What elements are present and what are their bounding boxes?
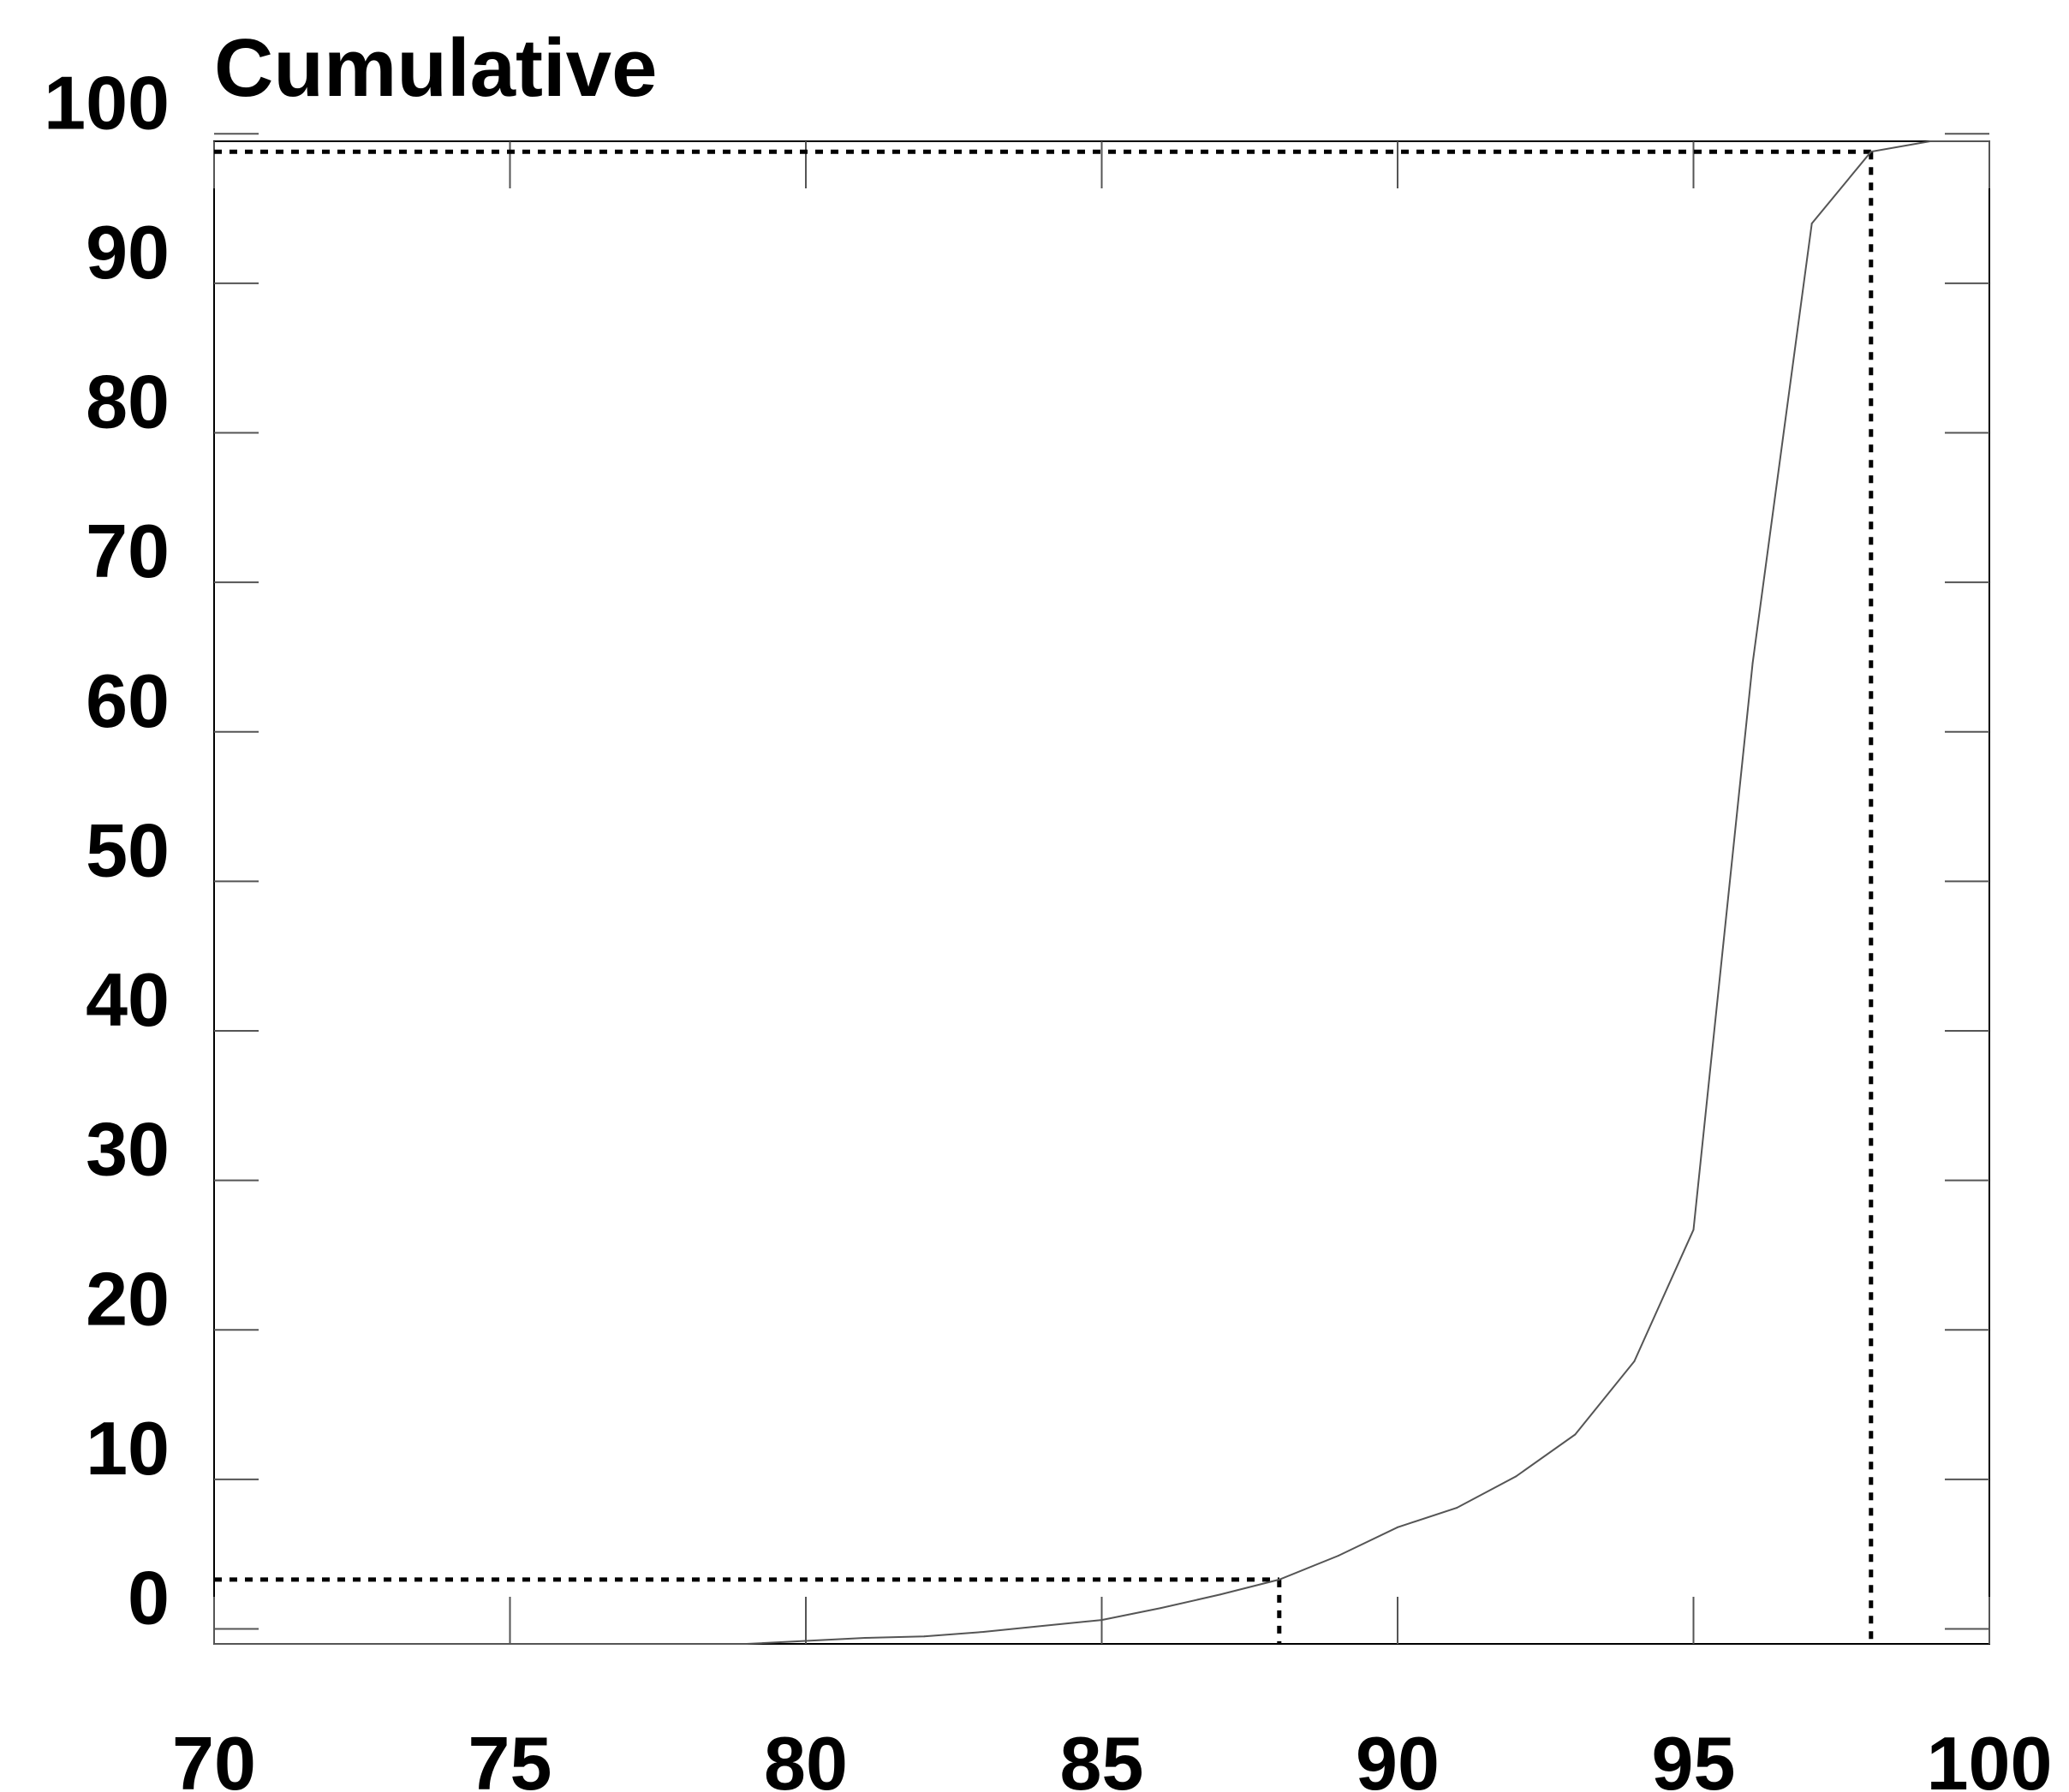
- tick-marks: [213, 133, 1990, 1644]
- y-tick-label: 30: [86, 1107, 170, 1192]
- data-point: [1869, 151, 1872, 153]
- y-tick-label: 40: [86, 957, 170, 1042]
- data-point: [1751, 662, 1754, 664]
- y-tick-label: 60: [86, 658, 170, 743]
- data-point: [1692, 1229, 1695, 1231]
- tick-labels: 70 75 80 85 90 95 100 0 10 20 30 40 50 60 70 80 90 100: [44, 60, 2052, 1792]
- data-point: [1989, 140, 1990, 142]
- series-layer: [213, 140, 1990, 1645]
- data-point: [1810, 223, 1813, 225]
- data-point: [1041, 1625, 1044, 1628]
- data-point: [509, 1643, 511, 1645]
- data-point: [1278, 1578, 1280, 1581]
- data-point: [1337, 1554, 1339, 1557]
- chart-title: Cumulative: [214, 22, 657, 114]
- data-point: [805, 1640, 807, 1642]
- x-tick-label: 95: [1652, 1721, 1736, 1792]
- data-point: [1515, 1475, 1517, 1478]
- data-point: [1219, 1593, 1221, 1596]
- y-tick-label: 80: [86, 360, 170, 444]
- data-point: [1160, 1607, 1162, 1610]
- data-point: [864, 1637, 867, 1640]
- x-tick-label: 100: [1927, 1721, 2053, 1792]
- y-tick-label: 0: [128, 1556, 170, 1640]
- cumulative-series-line: [214, 140, 1989, 1645]
- x-tick-label: 85: [1060, 1721, 1144, 1792]
- data-point: [1456, 1507, 1458, 1509]
- data-point: [1100, 1619, 1103, 1622]
- reference-lines: [214, 149, 1874, 1644]
- data-point: [745, 1643, 748, 1645]
- data-point: [1633, 1360, 1636, 1362]
- plot-frame: [213, 140, 1990, 1645]
- x-tick-label: 70: [172, 1721, 256, 1792]
- axes: [213, 140, 1990, 1645]
- data-point: [213, 1643, 215, 1645]
- y-tick-label: 50: [86, 807, 170, 892]
- x-tick-label: 90: [1356, 1721, 1440, 1792]
- y-tick-label: 10: [86, 1406, 170, 1491]
- x-tick-label: 75: [468, 1721, 552, 1792]
- y-tick-label: 90: [86, 210, 170, 295]
- data-point: [923, 1635, 926, 1638]
- y-tick-label: 100: [44, 60, 170, 145]
- data-point: [982, 1631, 985, 1634]
- data-point: [1397, 1526, 1398, 1528]
- data-point: [1929, 140, 1931, 142]
- data-point: [1574, 1433, 1577, 1436]
- x-tick-label: 80: [764, 1721, 848, 1792]
- y-tick-label: 70: [86, 509, 170, 593]
- y-tick-label: 20: [86, 1256, 170, 1341]
